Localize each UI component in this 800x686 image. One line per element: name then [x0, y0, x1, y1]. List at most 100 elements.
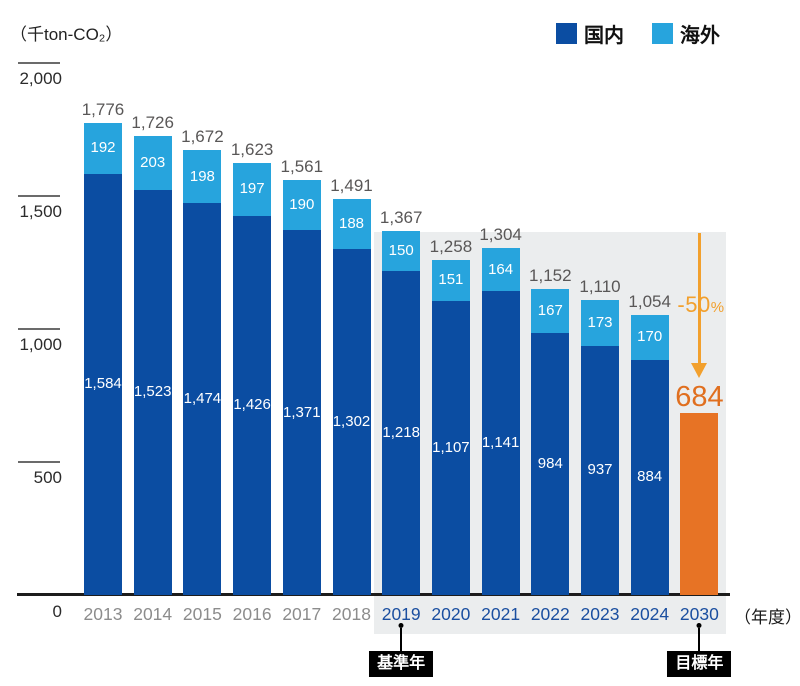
bar-2014-overseas [133, 135, 172, 190]
bar-2019-overseas-value: 150 [388, 242, 414, 260]
overseas-swatch [652, 23, 673, 44]
reduction-arrow-line [698, 233, 701, 363]
x-label-2015: 2015 [182, 604, 222, 624]
bar-2022-domestic-value: 984 [537, 455, 563, 473]
bar-2014-domestic-value: 1,523 [133, 383, 172, 401]
bar-2024-domestic-value: 884 [637, 468, 663, 486]
bar-2021-overseas-value: 164 [488, 260, 514, 278]
base-year-connector-dot [398, 623, 404, 628]
base-year-tag: 基準年 [369, 651, 434, 677]
x-label-2017: 2017 [282, 604, 322, 624]
bar-2022-total: 1,152 [529, 265, 572, 285]
target-year-tag: 目標年 [667, 651, 732, 677]
bar-2018-overseas-value: 188 [338, 214, 365, 232]
x-label-2024: 2024 [630, 604, 670, 624]
x-label-2018: 2018 [332, 604, 371, 624]
bar-2022-domestic [531, 333, 570, 595]
bar-2013-overseas-value: 192 [90, 139, 116, 157]
target-year-connector-dot [696, 623, 702, 628]
y-tick-label-1500: 1,500 [19, 202, 62, 221]
y-axis-zero-label: 0 [52, 602, 62, 621]
bar-2015-overseas-value: 198 [189, 167, 215, 185]
bar-2021-domestic [481, 291, 520, 595]
bar-2018-overseas [332, 198, 371, 249]
legend-label-domestic: 国内 [584, 25, 624, 47]
reduction-value: -50 [677, 292, 711, 317]
bar-2023-domestic-value: 937 [587, 461, 613, 479]
bar-2023-overseas [581, 299, 619, 346]
bar-2013-overseas [84, 122, 122, 174]
bar-2023-domestic [581, 345, 619, 595]
bar-2019-total: 1,367 [379, 208, 423, 228]
bar-2019-domestic-value: 1,218 [382, 424, 420, 441]
target-value-label: 684 [675, 381, 724, 413]
y-tick-line-1000 [18, 328, 60, 330]
bar-2023-total: 1,110 [579, 276, 621, 296]
bar-2013-total: 1,776 [81, 99, 125, 119]
bar-2022-overseas-value: 167 [537, 302, 563, 320]
x-label-2016: 2016 [232, 604, 272, 624]
bar-2016-total: 1,623 [230, 140, 274, 160]
legend-label-overseas: 海外 [680, 25, 720, 47]
bar-2020-overseas [431, 260, 470, 301]
bar-2016-domestic-value: 1,426 [233, 396, 271, 414]
bar-2021-domestic-value: 1,141 [481, 434, 520, 452]
bar-2030-target [680, 413, 719, 595]
y-axis-unit-label: （千ton-CO₂） [10, 25, 123, 44]
bar-2013-domestic-value: 1,584 [84, 375, 122, 393]
bar-2020-domestic-value: 1,107 [432, 438, 470, 456]
x-label-2023: 2023 [580, 604, 620, 624]
y-tick-label-2000: 2,000 [19, 69, 62, 88]
bar-2021-overseas [481, 247, 520, 292]
legend: 国内 海外 [556, 19, 720, 48]
bar-2017-domestic-value: 1,371 [283, 403, 321, 421]
bar-2017-total: 1,561 [280, 156, 324, 176]
legend-item-domestic: 国内 [556, 19, 624, 48]
x-label-2014: 2014 [133, 604, 173, 624]
bar-2015-domestic-value: 1,474 [183, 389, 222, 407]
bar-2016-overseas [233, 163, 272, 216]
bar-2020-domestic [431, 300, 470, 595]
x-axis-line [17, 593, 730, 596]
x-axis-unit-label: （年度） [734, 608, 800, 627]
bar-2014-domestic [133, 189, 172, 595]
x-label-2020: 2020 [431, 604, 471, 624]
bar-2017-overseas-value: 190 [289, 196, 315, 214]
x-label-2021: 2021 [481, 604, 521, 624]
bar-2024-domestic [630, 359, 669, 595]
bar-2024-overseas [630, 314, 669, 360]
bar-2024-overseas-value: 170 [637, 328, 663, 346]
bar-2024-total: 1,054 [628, 291, 671, 311]
bar-2018-total: 1,491 [330, 175, 373, 195]
x-label-2013: 2013 [83, 604, 123, 624]
bar-2015-domestic [183, 202, 222, 595]
bar-2020-total: 1,258 [429, 237, 473, 257]
bar-2023-overseas-value: 173 [587, 313, 613, 331]
bar-2014-total: 1,726 [131, 112, 174, 132]
bar-2018-domestic-value: 1,302 [332, 412, 371, 430]
reduction-percent-label: -50% [677, 292, 724, 318]
bar-2022-overseas [531, 288, 570, 334]
y-tick-line-500 [18, 461, 60, 463]
reduction-arrow-head-icon [691, 363, 708, 378]
bar-2016-overseas-value: 197 [239, 180, 265, 198]
bar-2021-total: 1,304 [479, 224, 522, 244]
bar-2015-overseas [183, 150, 222, 203]
bar-2014-overseas-value: 203 [140, 153, 166, 171]
bar-2019-overseas [382, 231, 421, 271]
bar-2017-domestic [282, 230, 321, 595]
bar-2018-domestic [332, 248, 371, 595]
x-label-2022: 2022 [530, 604, 570, 624]
y-tick-line-1500 [18, 195, 60, 197]
reduction-unit: % [710, 299, 725, 316]
domestic-swatch [556, 23, 577, 44]
bar-2016-domestic [233, 215, 272, 595]
bar-2017-overseas [282, 179, 321, 231]
base-year-connector-line [400, 628, 403, 651]
y-tick-label-1000: 1,000 [19, 335, 62, 354]
bar-2019-domestic [382, 271, 421, 595]
bar-2015-total: 1,672 [181, 127, 224, 147]
bar-2013-domestic [84, 173, 122, 595]
y-tick-label-500: 500 [33, 468, 62, 487]
bar-2020-overseas-value: 151 [438, 271, 464, 289]
